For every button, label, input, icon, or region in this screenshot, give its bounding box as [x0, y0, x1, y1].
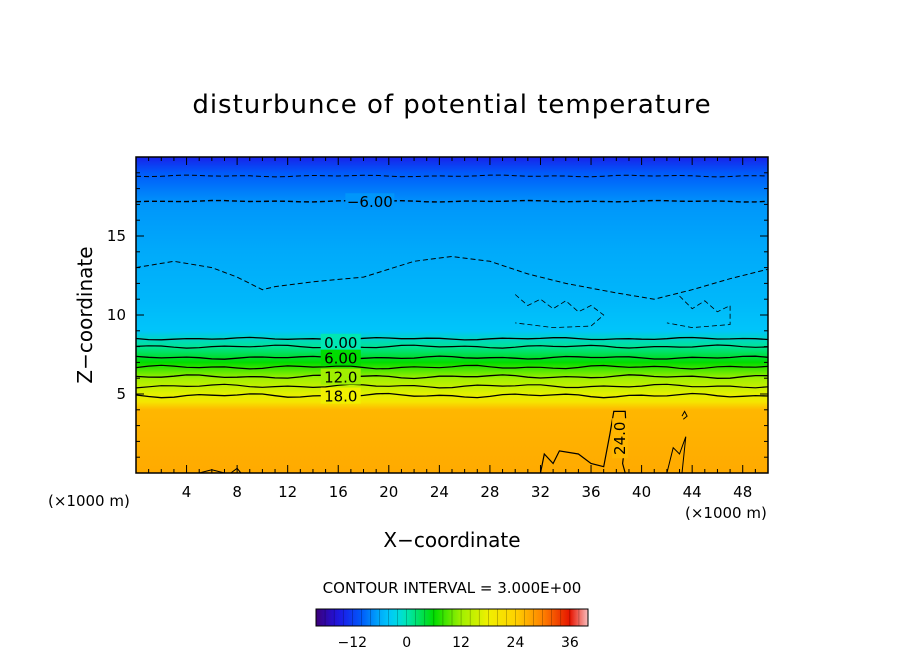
contour-line-15: [136, 383, 768, 389]
contour-label: 24.0: [611, 422, 629, 455]
colorbar-tick-label: 12: [452, 635, 470, 651]
chart-title: disturbunce of potential temperature: [192, 90, 711, 120]
colorbar-ticks: −12 0 12 24 36: [324, 609, 580, 651]
x-tick-label: 12: [278, 483, 297, 501]
colorbar-tick-label: 24: [507, 635, 525, 651]
contour-line-3: [136, 344, 768, 349]
contour-line-6: [136, 355, 768, 360]
contour-label: 18.0: [324, 388, 357, 406]
contour-label-bg: [320, 368, 361, 385]
contour-line-24b: [666, 436, 687, 473]
colorbar: [315, 608, 589, 627]
contour-line-9: [136, 364, 768, 370]
x-tick-label: 16: [329, 483, 348, 501]
colorbar-tick-label: 36: [561, 635, 579, 651]
x-tick-label: 8: [232, 483, 242, 501]
x-tick-label: 28: [480, 483, 499, 501]
contour-label: −6.00: [347, 193, 393, 211]
contour-line-12: [136, 374, 768, 380]
x-tick-label: 40: [632, 483, 651, 501]
y-axis-label: Z−coordinate: [73, 246, 97, 383]
contour-patch: [666, 295, 731, 329]
x-tick-label: 32: [531, 483, 550, 501]
x-unit-left: (×1000 m): [48, 492, 130, 510]
contour-label-bg: [320, 333, 361, 350]
contour-label: 12.0: [324, 369, 357, 387]
contour-interval-text: CONTOUR INTERVAL = 3.000E+00: [323, 579, 582, 597]
contour-line-neg: [136, 174, 768, 178]
x-axis-label: X−coordinate: [383, 528, 520, 552]
contour-lines: [136, 174, 768, 473]
contour-line-18: [136, 392, 768, 399]
contour-patch: [514, 294, 605, 329]
colorbar-tick-label: 0: [402, 635, 411, 651]
contour-line-24c: [681, 410, 688, 420]
contour-label-bg: [345, 193, 395, 210]
x-unit-right: (×1000 m): [685, 504, 767, 522]
x-axis-ticks: 4 8 12 16 20 24 28 32 36 40 44 48: [148, 157, 756, 501]
x-tick-label: 24: [430, 483, 449, 501]
x-tick-label: 20: [379, 483, 398, 501]
x-tick-label: 48: [733, 483, 752, 501]
y-tick-label: 10: [107, 306, 126, 324]
contour-line-neg3: [136, 255, 768, 300]
contour-label-bg: [320, 387, 361, 404]
contour-line-0: [136, 336, 768, 341]
contour-line-neg6: [136, 199, 768, 203]
contour-label: 0.00: [324, 334, 357, 352]
plot-field: [136, 157, 768, 473]
contour-label-bg: [320, 349, 361, 366]
x-tick-label: 4: [182, 483, 192, 501]
y-axis-ticks: 5 10 15: [107, 172, 768, 458]
y-tick-label: 15: [107, 227, 126, 245]
contour-label: 6.00: [324, 350, 357, 368]
y-tick-label: 5: [116, 385, 126, 403]
colorbar-tick-label: −12: [337, 635, 367, 651]
x-tick-label: 36: [581, 483, 600, 501]
x-tick-label: 44: [683, 483, 702, 501]
contour-label-bg: [612, 418, 629, 459]
